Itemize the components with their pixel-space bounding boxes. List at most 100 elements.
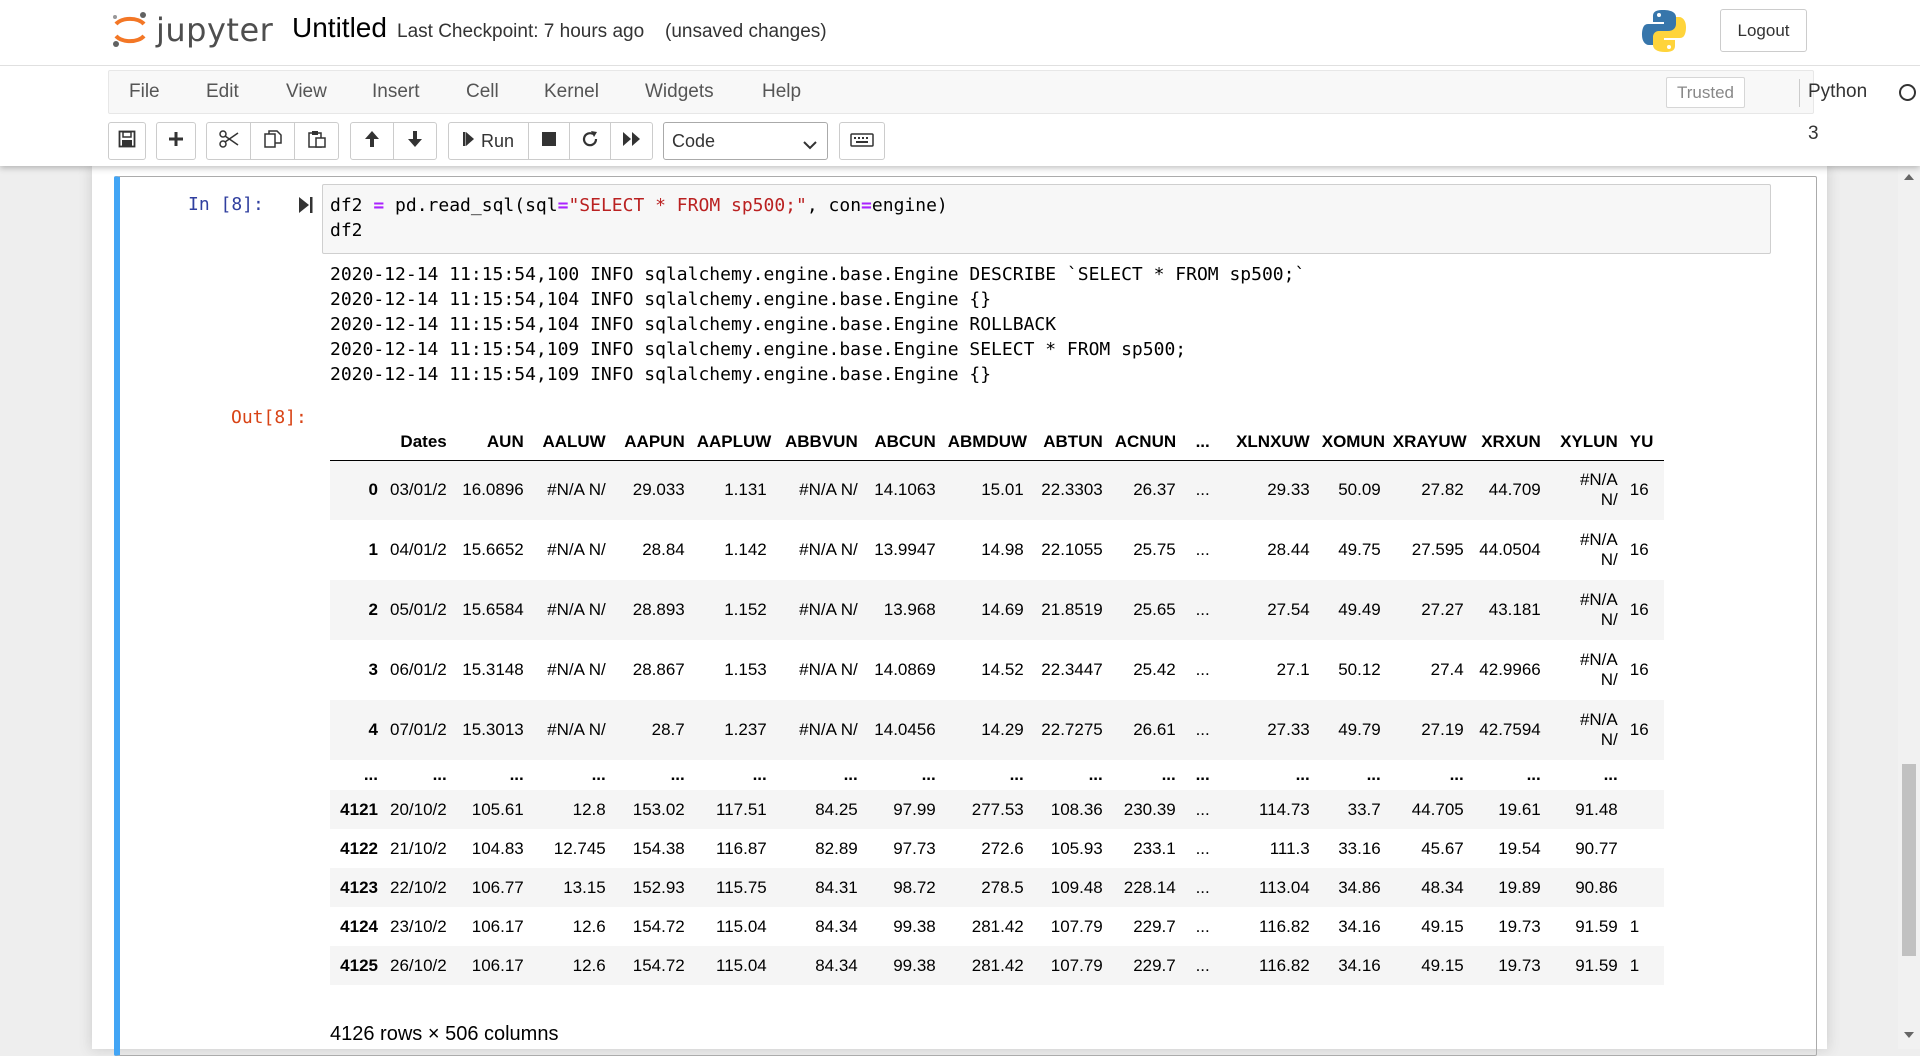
jupyter-logo-icon [110,10,150,50]
column-header: ABTUN [1029,425,1109,461]
cell-type-select[interactable]: Code [663,122,828,160]
table-cell [1624,868,1664,907]
scrollbar-thumb[interactable] [1902,764,1916,956]
na-fragment: N/ [1600,730,1618,749]
table-cell: #N/A N/ [799,540,858,559]
table-cell: 16 [1629,540,1649,559]
scroll-up-icon[interactable] [1904,174,1914,180]
table-cell: 49.15 [1421,955,1464,975]
run-button[interactable]: Run [448,122,529,160]
table-cell: 116.82 [1259,916,1310,936]
run-cell-icon[interactable] [298,196,314,214]
code-input[interactable]: df2 = pd.read_sql(sql="SELECT * FROM sp5… [322,184,1771,254]
table-cell: #N/A N/ [799,660,858,679]
table-cell: 29.033 [632,480,685,500]
interrupt-button[interactable] [528,122,570,160]
table-cell: 90.77 [1575,838,1618,858]
table-cell [1624,829,1664,868]
column-header: Dates [384,425,453,461]
jupyter-logo[interactable]: jupyter [110,6,273,54]
table-cell: 1.237 [724,720,767,739]
table-cell: 27.33 [1267,720,1310,739]
restart-run-all-button[interactable] [610,122,653,160]
table-cell: 14.98 [981,540,1024,559]
table-cell: 42.7594 [1479,720,1541,739]
table-cell: 99.38 [893,955,936,975]
table-cell: ... [921,765,936,784]
table-cell: #N/A N/ [547,720,606,739]
menu-insert[interactable]: Insert [372,81,420,102]
menu-view[interactable]: View [286,81,327,102]
menu-file[interactable]: File [129,81,160,102]
table-cell: 116.87 [716,838,767,858]
row-index: 4 [368,720,378,739]
table-cell: 106.17 [471,955,524,975]
table-row: 3 06/01/2 15.3148 #N/A N/28.867 1.153 #N/A N/… [330,640,1664,700]
na-fragment: #N/A [1579,590,1618,609]
table-cell: 272.6 [981,838,1024,858]
table-cell: 91.59 [1575,916,1618,936]
table-cell: #N/A N/ [799,600,858,619]
table-cell: 19.61 [1498,799,1541,819]
code-line-1: df2 = pd.read_sql(sql="SELECT * FROM sp5… [330,195,948,216]
table-cell: 108.36 [1050,799,1103,819]
table-cell: 26.61 [1133,720,1176,739]
copy-button[interactable] [250,122,295,160]
table-cell: 07/01/2 [390,720,447,739]
page-scrollbar[interactable] [1898,166,1920,1049]
cut-button[interactable] [206,122,251,160]
table-cell: 49.75 [1338,540,1381,559]
command-palette-button[interactable] [839,122,885,160]
kernel-idle-icon [1899,84,1916,101]
column-header: AAPUN [611,425,691,461]
column-header: ... [1181,425,1216,461]
scroll-down-icon[interactable] [1904,1032,1914,1038]
paste-icon [307,130,326,153]
table-cell: 154.72 [632,916,685,936]
save-button[interactable] [108,122,146,160]
paste-button[interactable] [294,122,339,160]
dataframe-dimensions: 4126 rows × 506 columns [330,1023,559,1045]
insert-cell-button[interactable] [156,122,196,160]
table-cell: 14.29 [981,720,1024,739]
table-row: 4122 21/10/2 104.83 12.745 154.38 116.87 82.89… [330,829,1664,868]
menu-help[interactable]: Help [762,81,802,102]
logout-button[interactable]: Logout [1720,9,1807,52]
table-cell: ... [752,765,767,784]
log-line: 2020-12-14 11:15:54,104 INFO sqlalchemy.… [330,314,1057,335]
move-down-button[interactable] [393,122,437,160]
table-cell: 23/10/2 [390,916,447,936]
table-row: 4124 23/10/2 106.17 12.6 154.72 115.04 84.34 99… [330,907,1664,946]
trusted-indicator[interactable]: Trusted [1666,77,1745,108]
table-cell: 21/10/2 [390,838,447,858]
table-cell: 44.0504 [1479,540,1541,559]
table-cell: ... [1603,765,1618,784]
table-cell: ... [1088,765,1103,784]
column-header: XOMUN [1315,425,1387,461]
move-up-button[interactable] [350,122,394,160]
table-cell: 16 [1629,660,1649,679]
table-cell: 84.31 [815,877,858,897]
table-cell: 115.04 [716,916,767,936]
table-cell: 22/10/2 [390,877,447,897]
menu-kernel[interactable]: Kernel [544,81,599,102]
table-cell: 49.15 [1421,916,1464,936]
row-index: 1 [368,540,378,559]
table-cell: 105.93 [1050,838,1103,858]
table-cell: ... [432,765,447,784]
kernel-name[interactable]: Python 3 [1808,81,1868,144]
table-cell: 27.82 [1421,480,1464,500]
restart-button[interactable] [569,122,611,160]
notebook-title[interactable]: Untitled [292,12,387,43]
na-fragment: #N/A [1579,470,1618,490]
table-cell: 114.73 [1259,799,1310,819]
table-cell: ... [1295,765,1310,784]
menu-widgets[interactable]: Widgets [645,81,714,102]
cut-icon [218,129,239,153]
table-cell [1624,760,1664,790]
menu-edit[interactable]: Edit [206,81,239,102]
code-line-2: df2 [330,220,363,241]
menu-cell[interactable]: Cell [466,81,499,102]
table-cell: 84.34 [815,955,858,975]
table-cell: #N/A N/ [1547,580,1624,640]
